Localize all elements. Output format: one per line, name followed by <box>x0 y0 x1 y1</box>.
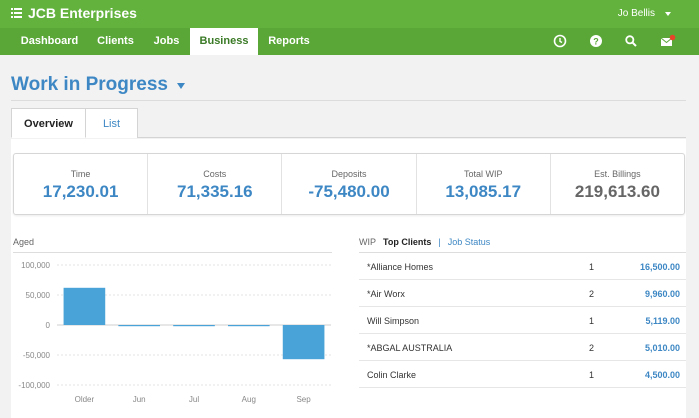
mail-icon[interactable] <box>660 34 676 48</box>
job-count: 2 <box>589 343 595 353</box>
job-count: 1 <box>589 316 595 326</box>
nav-reports[interactable]: Reports <box>268 35 310 47</box>
table-row[interactable]: *ABGAL AUSTRALIA 2 5,010.00 <box>359 334 686 361</box>
bar-sep <box>282 325 325 360</box>
search-icon[interactable] <box>624 34 638 48</box>
metric-time[interactable]: Time 17,230.01 <box>14 154 149 214</box>
metric-label: Deposits <box>331 169 367 179</box>
bar-older <box>63 287 106 325</box>
metric-est-billings[interactable]: Est. Billings 219,613.60 <box>551 154 684 214</box>
table-row[interactable]: Colin Clarke 1 4,500.00 <box>359 361 686 388</box>
metric-label: Costs <box>203 169 227 179</box>
metric-label: Total WIP <box>463 169 503 179</box>
metric-total-wip[interactable]: Total WIP 13,085.17 <box>417 154 551 214</box>
clock-icon[interactable] <box>553 34 567 48</box>
y-tick-label: 100,000 <box>21 261 50 270</box>
page-title-text: Work in Progress <box>11 74 168 95</box>
wip-header: WIP Top Clients | Job Status <box>359 237 490 247</box>
table-row[interactable]: Will Simpson 1 5,119.00 <box>359 307 686 334</box>
bar-jul <box>173 325 215 327</box>
wip-amount[interactable]: 16,500.00 <box>639 262 680 272</box>
wip-amount[interactable]: 9,960.00 <box>644 289 680 299</box>
client-name[interactable]: *ABGAL AUSTRALIA <box>367 343 453 353</box>
wip-amount[interactable]: 4,500.00 <box>644 370 680 380</box>
y-tick-label: -100,000 <box>18 381 50 390</box>
metric-value: 17,230.01 <box>42 182 119 201</box>
y-tick-label: 0 <box>46 321 51 330</box>
help-icon[interactable]: ? <box>589 34 603 48</box>
nav-dashboard[interactable]: Dashboard <box>20 35 79 47</box>
brand[interactable]: JCB Enterprises <box>11 5 137 21</box>
wip-amount[interactable]: 5,119.00 <box>645 316 680 326</box>
metric-value: 13,085.17 <box>445 182 522 201</box>
divider <box>11 100 686 101</box>
job-count: 1 <box>589 262 595 272</box>
metric-label: Est. Billings <box>594 169 641 179</box>
client-name[interactable]: Will Simpson <box>367 316 420 326</box>
table-row[interactable]: *Alliance Homes 1 16,500.00 <box>359 253 686 280</box>
client-name[interactable]: Colin Clarke <box>367 370 417 380</box>
user-name: Jo Bellis <box>617 8 655 19</box>
y-tick-label: -50,000 <box>23 351 51 360</box>
bar-jun <box>118 325 161 327</box>
top-clients-table: *Alliance Homes 1 16,500.00 *Air Worx 2 … <box>359 253 686 388</box>
nav-clients[interactable]: Clients <box>97 35 134 47</box>
tab-job-status[interactable]: Job Status <box>447 237 491 247</box>
metric-value: 71,335.16 <box>176 182 253 201</box>
nav-jobs[interactable]: Jobs <box>153 35 180 47</box>
view-separator: | <box>438 237 441 247</box>
app-title: JCB Enterprises <box>28 5 137 21</box>
wip-label: WIP <box>359 237 376 247</box>
aged-bar-chart: 100,000 50,000 0 -50,000 -100,000 Older Jun Jul… <box>18 261 331 404</box>
divider <box>359 252 686 253</box>
x-tick-label: Jun <box>133 395 146 404</box>
x-tick-label: Jul <box>189 395 199 404</box>
client-name[interactable]: *Alliance Homes <box>367 262 434 272</box>
page-title[interactable]: Work in Progress <box>11 74 185 96</box>
tab-top-clients[interactable]: Top Clients <box>383 237 432 247</box>
user-menu[interactable]: Jo Bellis <box>618 8 671 19</box>
wip-amount[interactable]: 5,010.00 <box>644 343 680 353</box>
main-nav: Dashboard Clients Jobs Business Reports … <box>0 28 699 55</box>
metrics-strip: Time 17,230.01 Costs 71,335.16 Deposits … <box>13 153 685 215</box>
metric-label: Time <box>70 169 91 179</box>
overview-panel: Time 17,230.01 Costs 71,335.16 Deposits … <box>11 139 686 418</box>
svg-text:?: ? <box>593 36 599 46</box>
x-tick-label: Older <box>75 395 95 404</box>
x-tick-label: Sep <box>296 395 311 404</box>
nav-business[interactable]: Business <box>190 28 258 55</box>
metric-costs[interactable]: Costs 71,335.16 <box>148 154 283 214</box>
menu-icon[interactable] <box>11 8 22 18</box>
tab-list[interactable]: List <box>86 108 138 138</box>
top-header: JCB Enterprises Jo Bellis <box>0 0 699 28</box>
tab-bar: Overview List <box>11 108 686 138</box>
tab-overview[interactable]: Overview <box>11 108 86 138</box>
metric-value: -75,480.00 <box>308 182 390 201</box>
chevron-down-icon <box>665 11 671 16</box>
metric-value: 219,613.60 <box>574 182 660 201</box>
y-tick-label: 50,000 <box>26 291 51 300</box>
job-count: 2 <box>589 289 595 299</box>
x-tick-label: Aug <box>242 395 256 404</box>
metric-deposits[interactable]: Deposits -75,480.00 <box>282 154 417 214</box>
bar-aug <box>227 325 270 327</box>
aged-heading: Aged <box>13 237 35 247</box>
job-count: 1 <box>589 370 595 380</box>
client-name[interactable]: *Air Worx <box>367 289 405 299</box>
table-row[interactable]: *Air Worx 2 9,960.00 <box>359 280 686 307</box>
caret-down-icon[interactable] <box>176 83 185 89</box>
divider <box>13 252 332 253</box>
